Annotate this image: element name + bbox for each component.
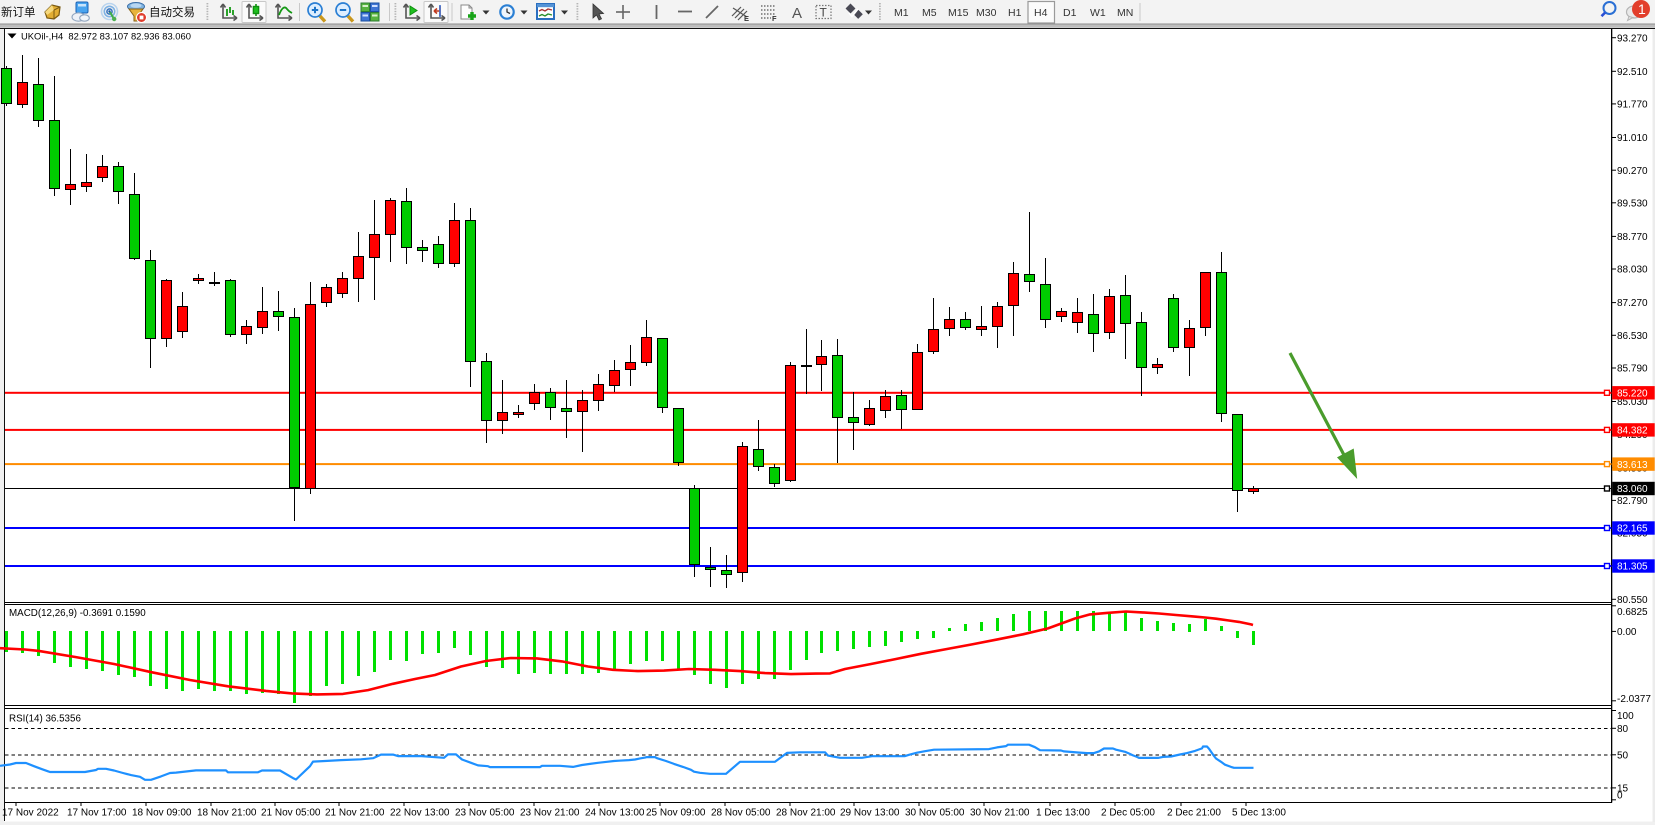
svg-text:89.530: 89.530: [1617, 198, 1648, 209]
svg-text:85.220: 85.220: [1617, 389, 1648, 400]
svg-text:82.165: 82.165: [1617, 524, 1648, 535]
svg-text:80.550: 80.550: [1617, 595, 1648, 606]
svg-text:5 Dec 13:00: 5 Dec 13:00: [1232, 808, 1286, 819]
svg-text:新订单: 新订单: [1, 5, 36, 19]
svg-text:15: 15: [1617, 784, 1629, 795]
svg-text:50: 50: [1617, 751, 1629, 762]
svg-text:17 Nov 17:00: 17 Nov 17:00: [67, 808, 127, 819]
svg-text:MN: MN: [1117, 7, 1133, 19]
svg-text:自动交易: 自动交易: [149, 5, 195, 19]
svg-text:83.060: 83.060: [1617, 484, 1648, 495]
svg-text:1 Dec 13:00: 1 Dec 13:00: [1036, 808, 1090, 819]
svg-text:-2.0377: -2.0377: [1617, 694, 1651, 705]
svg-text:88.030: 88.030: [1617, 265, 1648, 276]
svg-text:80: 80: [1617, 724, 1629, 735]
svg-text:29 Nov 13:00: 29 Nov 13:00: [840, 808, 900, 819]
svg-text:23 Nov 21:00: 23 Nov 21:00: [520, 808, 580, 819]
svg-text:84.382: 84.382: [1617, 426, 1648, 437]
svg-text:92.510: 92.510: [1617, 67, 1648, 78]
svg-text:T: T: [820, 6, 828, 20]
svg-text:18 Nov 21:00: 18 Nov 21:00: [197, 808, 257, 819]
svg-text:21 Nov 05:00: 21 Nov 05:00: [261, 808, 321, 819]
svg-text:81.305: 81.305: [1617, 562, 1648, 573]
svg-text:85.030: 85.030: [1617, 397, 1648, 408]
svg-text:82.790: 82.790: [1617, 496, 1648, 507]
svg-text:M30: M30: [976, 7, 997, 19]
svg-text:2 Dec 21:00: 2 Dec 21:00: [1167, 808, 1221, 819]
svg-text:A: A: [792, 5, 802, 22]
svg-text:23 Nov 05:00: 23 Nov 05:00: [455, 808, 515, 819]
svg-text:28 Nov 21:00: 28 Nov 21:00: [776, 808, 836, 819]
svg-text:83.613: 83.613: [1617, 460, 1648, 471]
svg-text:M5: M5: [922, 7, 937, 19]
svg-text:RSI(14) 36.5356: RSI(14) 36.5356: [9, 714, 81, 725]
svg-text:87.270: 87.270: [1617, 298, 1648, 309]
svg-text:86.530: 86.530: [1617, 331, 1648, 342]
svg-text:28 Nov 05:00: 28 Nov 05:00: [711, 808, 771, 819]
svg-text:W1: W1: [1090, 7, 1106, 19]
svg-text:M1: M1: [894, 7, 909, 19]
svg-text:F: F: [772, 14, 777, 23]
svg-text:91.770: 91.770: [1617, 100, 1648, 111]
svg-text:0.6825: 0.6825: [1617, 607, 1648, 618]
svg-text:UKOil-,H4 82.972 83.107 82.93: UKOil-,H4 82.972 83.107 82.936 83.060: [21, 31, 191, 42]
svg-text:100: 100: [1617, 711, 1634, 722]
svg-text:H4: H4: [1034, 7, 1048, 19]
svg-text:90.270: 90.270: [1617, 166, 1648, 177]
svg-text:17 Nov 2022: 17 Nov 2022: [2, 808, 59, 819]
svg-text:0.00: 0.00: [1617, 627, 1637, 638]
svg-text:H1: H1: [1008, 7, 1022, 19]
svg-text:MACD(12,26,9) -0.3691 0.1590: MACD(12,26,9) -0.3691 0.1590: [9, 608, 146, 619]
svg-text:18 Nov 09:00: 18 Nov 09:00: [132, 808, 192, 819]
svg-text:1: 1: [1638, 1, 1646, 17]
svg-text:93.270: 93.270: [1617, 33, 1648, 44]
svg-text:D1: D1: [1063, 7, 1077, 19]
svg-text:0: 0: [1617, 790, 1623, 801]
svg-text:25 Nov 09:00: 25 Nov 09:00: [646, 808, 706, 819]
svg-text:M15: M15: [948, 7, 969, 19]
svg-text:24 Nov 13:00: 24 Nov 13:00: [585, 808, 645, 819]
svg-text:85.790: 85.790: [1617, 364, 1648, 375]
svg-text:30 Nov 05:00: 30 Nov 05:00: [905, 808, 965, 819]
svg-text:2 Dec 05:00: 2 Dec 05:00: [1101, 808, 1155, 819]
svg-text:21 Nov 21:00: 21 Nov 21:00: [325, 808, 385, 819]
svg-text:30 Nov 21:00: 30 Nov 21:00: [970, 808, 1030, 819]
svg-text:E: E: [744, 14, 749, 23]
svg-text:91.010: 91.010: [1617, 133, 1648, 144]
svg-text:22 Nov 13:00: 22 Nov 13:00: [390, 808, 450, 819]
svg-text:88.770: 88.770: [1617, 232, 1648, 243]
